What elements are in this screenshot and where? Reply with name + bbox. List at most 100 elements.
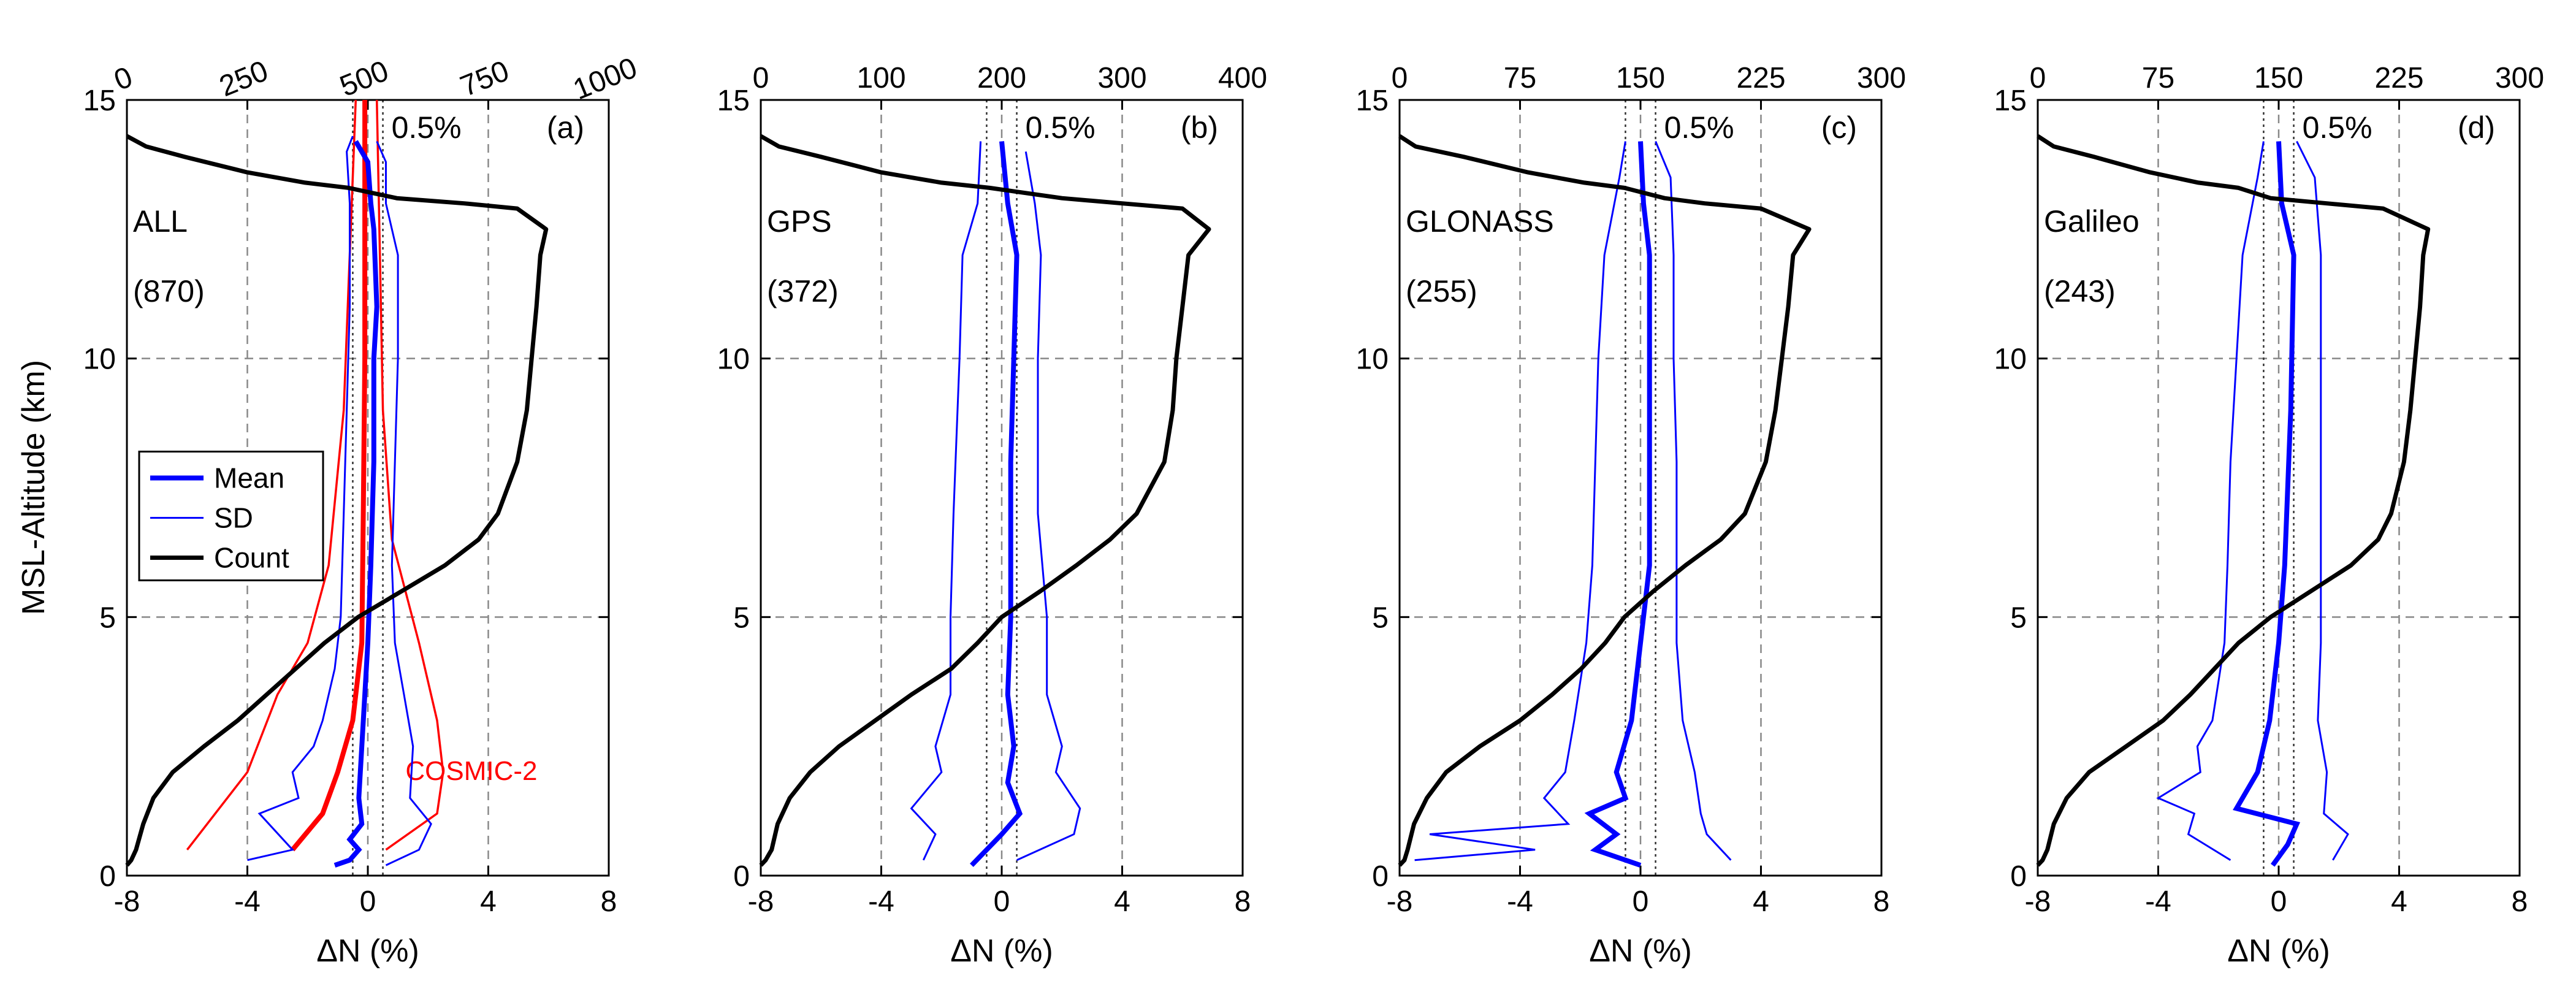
cosmic-sd-lower-line: [186, 99, 357, 850]
count-tick-label: 75: [1504, 62, 1536, 94]
count-tick-label: 225: [2374, 62, 2423, 94]
x-tick-label: -4: [2145, 885, 2171, 918]
panel-name: GPS: [767, 204, 832, 239]
x-tick-label: 8: [601, 885, 617, 918]
sd-lower-line: [1414, 141, 1626, 862]
y-tick-label: 15: [83, 85, 116, 117]
count-tick-label: 750: [456, 55, 514, 103]
legend-label: SD: [214, 502, 253, 533]
y-tick-label: 5: [2010, 602, 2027, 634]
percent-label: 0.5%: [1026, 110, 1096, 145]
legend-label: Count: [214, 541, 289, 573]
sd-upper-line: [1655, 140, 1732, 861]
y-tick-label: 15: [717, 85, 750, 117]
mean-line: [1584, 141, 1652, 868]
percent-label: 0.5%: [392, 110, 462, 145]
count-tick-label: 0: [1392, 62, 1408, 94]
percent-label: 0.5%: [2303, 110, 2372, 145]
panel-count: (255): [1406, 274, 1477, 308]
x-tick-label: 0: [360, 885, 376, 918]
y-tick-label: 15: [1994, 85, 2027, 117]
y-tick-label: 5: [733, 602, 750, 634]
x-tick-label: -4: [868, 885, 894, 918]
mean-line: [970, 141, 1023, 867]
legend: Mean SD Count: [138, 450, 324, 581]
x-tick-label: -8: [114, 885, 140, 918]
y-tick-label: 10: [1356, 343, 1389, 376]
x-tick-label: 4: [1753, 885, 1769, 918]
count-tick-label: 300: [1857, 62, 1906, 94]
y-axis-title: MSL-Altitude (km): [16, 360, 51, 615]
x-tick-label: 4: [2391, 885, 2407, 918]
count-line: [125, 134, 549, 867]
count-tick-label: 300: [2495, 62, 2544, 94]
x-tick-label: 4: [480, 885, 497, 918]
count-tick-label: 100: [856, 62, 905, 94]
count-tick-label: 0: [753, 62, 769, 94]
count-tick-label: 400: [1218, 62, 1267, 94]
x-tick-label: 8: [2512, 885, 2528, 918]
panel-letter: (c): [1821, 110, 1857, 145]
percent-label: 0.5%: [1664, 110, 1734, 145]
x-tick-label: -8: [2025, 885, 2051, 918]
y-tick-label: 10: [1994, 343, 2027, 376]
count-line: [2036, 134, 2431, 867]
x-axis-title: ΔN (%): [2227, 933, 2330, 969]
count-tick-label: 150: [1616, 62, 1665, 94]
y-tick-label: 0: [2010, 860, 2027, 893]
panel-name: ALL: [133, 204, 188, 239]
y-tick-label: 0: [733, 860, 750, 893]
x-tick-label: 8: [1873, 885, 1890, 918]
y-tick-label: 0: [1372, 860, 1389, 893]
count-tick-label: 500: [335, 55, 393, 103]
y-tick-label: 10: [717, 343, 750, 376]
x-tick-label: 0: [994, 885, 1010, 918]
x-tick-label: -4: [1507, 885, 1533, 918]
panel-count: (870): [133, 274, 205, 308]
panel-letter: (b): [1181, 110, 1218, 145]
y-tick-label: 15: [1356, 85, 1389, 117]
sd-upper-line: [1016, 151, 1081, 862]
x-tick-label: -8: [1387, 885, 1413, 918]
mean-line: [333, 140, 379, 868]
sd-lower-line: [910, 141, 982, 861]
cosmic-mean-line: [291, 100, 368, 852]
sd-upper-line: [376, 140, 432, 866]
count-tick-label: 1000: [569, 52, 642, 106]
panel-count: (243): [2044, 274, 2116, 308]
count-line: [759, 134, 1211, 867]
y-tick-label: 5: [99, 602, 116, 634]
x-tick-label: 4: [1114, 885, 1130, 918]
x-tick-label: 0: [2271, 885, 2287, 918]
count-tick-label: 150: [2254, 62, 2303, 94]
count-line: [1398, 134, 1812, 867]
x-tick-label: 0: [1633, 885, 1649, 918]
sd-lower-line: [247, 136, 354, 862]
count-tick-label: 225: [1736, 62, 1785, 94]
cosmic-sd-upper-line: [375, 99, 444, 851]
x-axis-title: ΔN (%): [1589, 933, 1692, 969]
count-tick-label: 250: [215, 55, 273, 103]
count-tick-label: 75: [2142, 62, 2174, 94]
y-tick-label: 10: [83, 343, 116, 376]
x-axis-title: ΔN (%): [316, 933, 419, 969]
legend-label: Mean: [214, 462, 284, 494]
count-tick-label: 300: [1097, 62, 1146, 94]
panel-name: GLONASS: [1406, 204, 1554, 239]
y-tick-label: 0: [99, 860, 116, 893]
panel-letter: (a): [547, 110, 584, 145]
panel-name: Galileo: [2044, 204, 2140, 239]
sd-lower-line: [2156, 141, 2265, 861]
x-tick-label: -4: [234, 885, 261, 918]
x-tick-label: -8: [748, 885, 774, 918]
panel-count: (372): [767, 274, 839, 308]
count-tick-label: 200: [977, 62, 1026, 94]
count-tick-label: 0: [2030, 62, 2046, 94]
cosmic2-annotation: COSMIC-2: [405, 756, 537, 786]
